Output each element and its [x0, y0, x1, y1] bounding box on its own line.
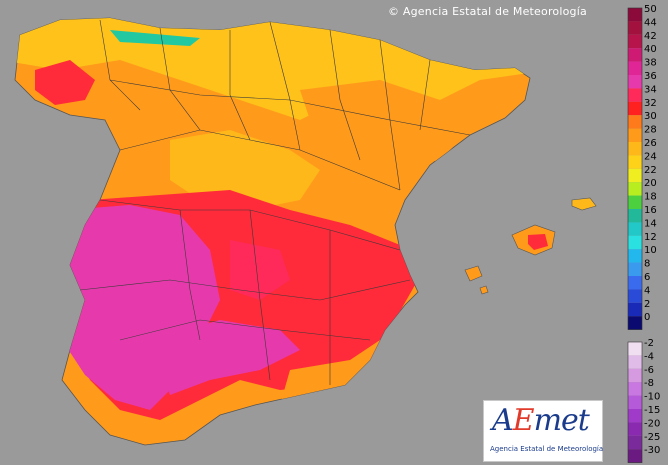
- northeast-orange-zone: [300, 80, 470, 170]
- warm-scale-label: 30: [644, 111, 657, 122]
- warm-scale-label: 32: [644, 98, 657, 109]
- warm-scale-swatch: [628, 115, 642, 129]
- cold-scale-swatch: [628, 435, 642, 450]
- warm-scale-label: 36: [644, 71, 657, 82]
- guadalquivir-very-hot-zone: [150, 320, 300, 395]
- warm-scale-swatch: [628, 316, 642, 330]
- warm-scale-label: 12: [644, 232, 657, 243]
- logo-brand: AEmet: [492, 403, 590, 438]
- warm-scale-label: 8: [644, 259, 650, 270]
- warm-scale-swatch: [628, 222, 642, 236]
- warm-scale-swatch: [628, 249, 642, 263]
- aemet-logo: AEmet Agencia Estatal de Meteorología: [483, 400, 603, 462]
- warm-scale-frame: [627, 7, 643, 330]
- formentera-island: [479, 285, 489, 295]
- cold-scale-label: -2: [644, 338, 654, 349]
- warm-scale-swatch: [628, 195, 642, 209]
- cold-scale-label: -15: [644, 405, 660, 416]
- warm-scale-label: 2: [644, 299, 650, 310]
- warm-scale-label: 20: [644, 178, 657, 189]
- warm-scale-swatch: [628, 34, 642, 49]
- copyright-notice: © Agencia Estatal de Meteorología: [388, 5, 587, 18]
- warm-scale-label: 42: [644, 31, 657, 42]
- warm-scale-label: 6: [644, 272, 650, 283]
- cold-scale-frame: [627, 341, 643, 463]
- cold-scale-swatch: [628, 342, 642, 356]
- cold-scale-label: -4: [644, 351, 654, 362]
- warm-scale-swatch: [628, 8, 642, 22]
- warm-scale-label: 40: [644, 44, 657, 55]
- warm-scale-swatch: [628, 142, 642, 156]
- warm-scale-label: 4: [644, 285, 650, 296]
- warm-scale-label: 0: [644, 312, 650, 323]
- warm-scale-label: 24: [644, 151, 657, 162]
- warm-scale-label: 16: [644, 205, 657, 216]
- central-warm-zone: [170, 130, 320, 210]
- warm-scale-swatch: [628, 289, 642, 303]
- warm-scale-label: 10: [644, 245, 657, 256]
- warm-scale-swatch: [628, 262, 642, 276]
- warm-scale-swatch: [628, 302, 642, 317]
- warm-scale-label: 50: [644, 4, 657, 15]
- cold-scale-swatch: [628, 449, 642, 463]
- warm-scale-swatch: [628, 101, 642, 116]
- warm-scale-swatch: [628, 168, 642, 183]
- cold-scale-label: -10: [644, 392, 660, 403]
- warm-scale-label: 34: [644, 84, 657, 95]
- warm-scale-swatch: [628, 276, 642, 290]
- warm-scale-swatch: [628, 61, 642, 75]
- warm-scale-label: 14: [644, 218, 657, 229]
- warm-scale-swatch: [628, 155, 642, 169]
- logo-subtitle: Agencia Estatal de Meteorología: [490, 445, 604, 453]
- cold-scale-swatch: [628, 395, 642, 409]
- warm-scale-label: 44: [644, 17, 657, 28]
- warm-scale-swatch: [628, 75, 642, 89]
- region-borders: [79, 19, 471, 385]
- ibiza-island: [464, 265, 483, 282]
- temperature-map: [14, 17, 597, 446]
- menorca-island: [571, 197, 597, 211]
- warm-scale-label: 38: [644, 58, 657, 69]
- warm-scale-swatch: [628, 209, 642, 223]
- cold-scale-swatch: [628, 422, 642, 436]
- cold-scale-label: -20: [644, 418, 660, 429]
- warm-scale-label: 28: [644, 125, 657, 136]
- cold-scale-label: -25: [644, 432, 660, 443]
- central-very-hot-zone: [230, 240, 290, 300]
- cold-scale-swatch: [628, 382, 642, 396]
- warm-scale-swatch: [628, 21, 642, 35]
- warm-scale-swatch: [628, 128, 642, 142]
- cold-scale-label: -8: [644, 378, 654, 389]
- warm-scale-swatch: [628, 235, 642, 250]
- temperature-legend: 5044424038363432302826242220181614121086…: [627, 4, 660, 463]
- cold-scale-label: -6: [644, 365, 654, 376]
- cold-scale-label: -30: [644, 445, 660, 456]
- warm-scale-swatch: [628, 48, 642, 62]
- galicia-hot-spot: [35, 60, 95, 105]
- warm-scale-swatch: [628, 88, 642, 102]
- cold-scale-swatch: [628, 368, 642, 383]
- warm-scale-swatch: [628, 182, 642, 196]
- cantabrian-cool-strip: [110, 30, 200, 46]
- cold-scale-swatch: [628, 409, 642, 423]
- warm-scale-label: 22: [644, 165, 657, 176]
- warm-scale-label: 18: [644, 192, 657, 203]
- cold-scale-swatch: [628, 355, 642, 369]
- mallorca-hot-spot: [528, 234, 548, 250]
- warm-scale-label: 26: [644, 138, 657, 149]
